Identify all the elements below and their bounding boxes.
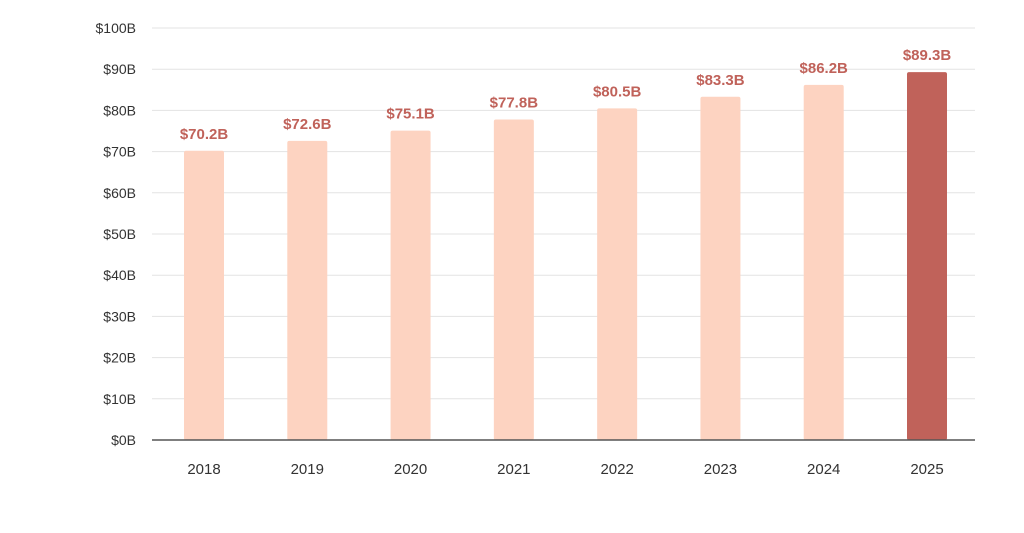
y-tick-label: $100B [96,20,136,36]
bar [287,140,328,440]
data-label: $77.8B [490,94,539,111]
y-tick-label: $30B [103,308,136,324]
data-label: $80.5B [593,83,642,100]
x-tick-label: 2021 [497,461,530,478]
y-tick-label: $90B [103,61,136,77]
x-axis-ticks: 2018 2019 2020 2021 2022 2023 2024 2025 [187,461,943,478]
bar [597,108,638,440]
x-tick-label: 2023 [704,461,737,478]
y-tick-label: $0B [111,432,136,448]
data-label: $86.2B [800,60,849,77]
data-labels: $70.2B $72.6B $75.1B $77.8B $80.5B $83.3B $86.… [180,47,952,143]
bar [907,72,947,441]
bars [184,72,947,441]
bar [184,150,224,440]
gridlines [152,27,975,400]
y-tick-label: $60B [103,185,136,201]
bar [803,84,844,440]
bar [700,96,741,440]
data-label: $89.3B [903,47,952,64]
y-axis-ticks: $0B $10B $20B $30B $40B $50B $60B $70B $80B $90B $… [96,20,136,448]
y-tick-label: $20B [103,350,136,366]
x-tick-label: 2024 [807,461,840,478]
data-label: $83.3B [696,72,745,89]
x-tick-label: 2019 [291,461,324,478]
y-tick-label: $50B [103,226,136,242]
data-label: $70.2B [180,126,229,143]
x-tick-label: 2018 [187,461,220,478]
data-label: $75.1B [386,106,435,123]
bar [390,130,431,440]
y-tick-label: $40B [103,267,136,283]
y-tick-label: $10B [103,391,136,407]
x-tick-label: 2020 [394,461,427,478]
bar [493,119,534,441]
y-tick-label: $70B [103,144,136,160]
x-tick-label: 2025 [910,461,943,478]
data-label: $72.6B [283,116,332,133]
y-tick-label: $80B [103,102,136,118]
x-tick-label: 2022 [600,461,633,478]
